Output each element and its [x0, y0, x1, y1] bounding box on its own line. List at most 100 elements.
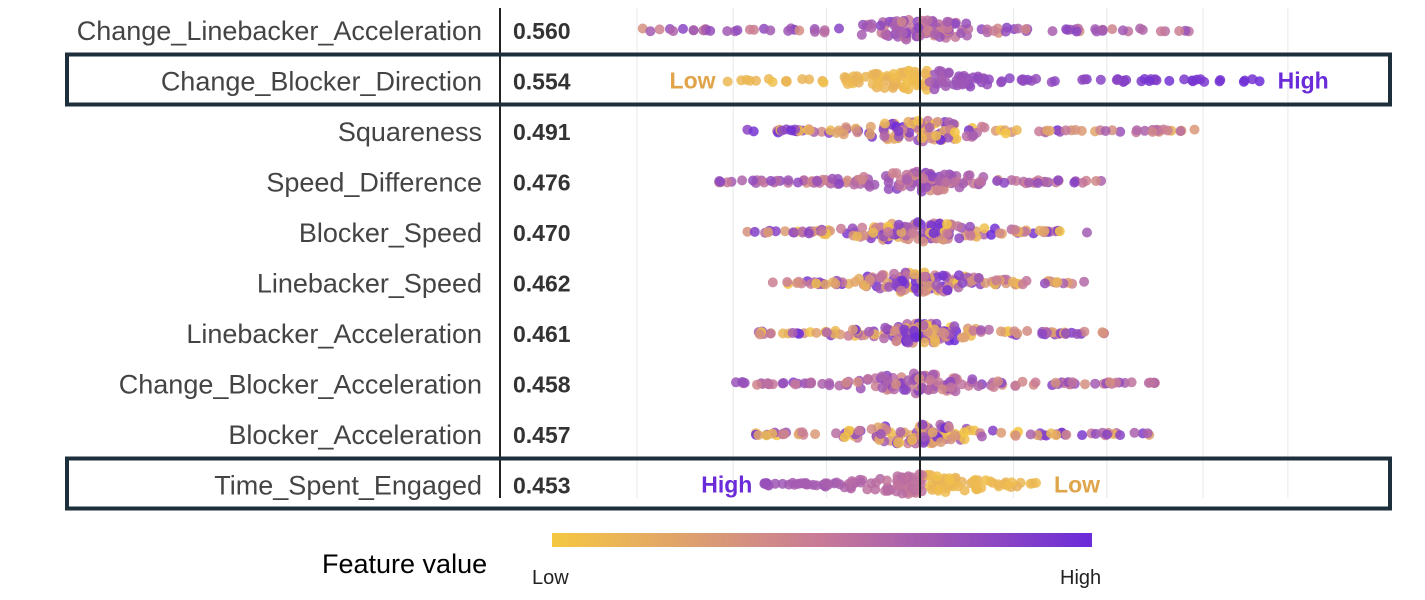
feature-name-label: Change_Blocker_Acceleration — [119, 370, 482, 400]
swarm-point — [943, 67, 954, 78]
swarm-point — [866, 424, 877, 435]
swarm-point — [732, 25, 743, 36]
swarm-point — [1053, 175, 1064, 186]
feature-importance-label: 0.554 — [513, 69, 571, 95]
swarm-point — [991, 275, 1002, 286]
swarm-point — [939, 328, 950, 339]
feature-name-label: Time_Spent_Engaged — [214, 471, 482, 501]
annotation-left-label: High — [701, 472, 752, 498]
swarm-point — [780, 76, 791, 87]
swarm-point — [1061, 429, 1072, 440]
swarm-point — [949, 321, 960, 332]
swarm-point — [811, 327, 822, 338]
feature-name-label: Blocker_Speed — [299, 218, 482, 248]
gridlines — [636, 8, 1289, 498]
swarm-point — [836, 223, 846, 234]
swarm-point — [820, 478, 831, 489]
swarm-point — [742, 226, 753, 237]
legend: Feature value Low High — [322, 533, 1101, 589]
swarm-point — [907, 435, 917, 446]
swarm-point — [958, 78, 969, 89]
swarm-point — [1017, 279, 1028, 290]
swarm-point — [1060, 125, 1071, 136]
highlight-box — [65, 456, 1392, 511]
swarm-point — [1214, 76, 1225, 87]
swarm-point — [830, 278, 841, 289]
swarm-point — [809, 26, 820, 37]
feature-name-label: Blocker_Acceleration — [228, 420, 482, 450]
swarm-point — [968, 476, 978, 487]
swarm-point — [855, 477, 866, 488]
annotation-right-label: High — [1278, 68, 1329, 94]
swarm-point — [752, 379, 762, 390]
swarm-point — [857, 222, 868, 233]
swarm-point — [770, 478, 781, 489]
swarm-point — [971, 484, 982, 495]
swarm-point — [748, 175, 758, 186]
swarm-point — [1010, 430, 1021, 441]
swarm-point — [792, 177, 803, 188]
highlight-boxes: Low High High Low — [65, 52, 1392, 511]
swarm-point — [944, 475, 955, 486]
swarm-point — [829, 328, 840, 339]
swarm-point — [1060, 328, 1071, 339]
swarm-point — [939, 169, 950, 180]
swarm-point — [875, 272, 886, 283]
swarm-point — [925, 375, 935, 386]
swarm-point — [1139, 125, 1150, 136]
swarm-point — [943, 132, 954, 143]
swarm-point — [849, 179, 860, 190]
swarm-point — [1126, 377, 1137, 388]
swarm-point — [909, 269, 920, 280]
swarm-point — [816, 226, 827, 237]
swarm-point — [827, 173, 838, 184]
swarm-point — [791, 278, 802, 288]
swarm-point — [852, 377, 863, 387]
swarm-point — [1067, 377, 1078, 388]
swarm-point — [921, 182, 932, 192]
feature-name-label: Change_Linebacker_Acceleration — [77, 16, 482, 46]
swarm-point — [790, 379, 801, 390]
swarm-point — [979, 122, 990, 133]
swarm-point — [979, 223, 990, 234]
swarm-point — [786, 125, 797, 136]
swarm-point — [847, 476, 857, 487]
swarm-point — [1050, 377, 1061, 388]
swarm-point — [880, 322, 891, 333]
swarm-point — [935, 437, 946, 448]
swarm-point — [896, 285, 907, 296]
swarm-point — [972, 73, 983, 84]
swarm-point — [810, 429, 821, 440]
swarm-point — [751, 75, 761, 86]
swarm-point — [942, 228, 952, 239]
swarm-point — [749, 24, 759, 35]
swarm-point — [741, 74, 752, 85]
swarm-point — [961, 18, 972, 29]
swarm-point — [854, 425, 865, 436]
swarm-point — [888, 69, 899, 79]
swarm-point — [902, 77, 913, 88]
swarm-point — [1079, 276, 1090, 287]
swarm-point — [890, 379, 901, 390]
swarm-point — [889, 268, 900, 279]
swarm-point — [1129, 427, 1140, 438]
swarm-point — [1030, 377, 1041, 388]
swarm-point — [797, 427, 808, 438]
swarm-point — [863, 373, 873, 384]
swarm-point — [929, 84, 940, 95]
swarm-point — [913, 217, 923, 228]
swarm-point — [1000, 128, 1011, 139]
swarm-point — [1105, 377, 1115, 388]
swarm-point — [941, 219, 952, 229]
swarm-point — [1115, 126, 1126, 137]
swarm-point — [973, 273, 984, 283]
swarm-point — [1247, 74, 1258, 85]
swarm-point — [967, 374, 978, 385]
swarm-point — [748, 126, 759, 137]
swarm-point — [793, 478, 803, 489]
swarm-point — [722, 26, 733, 37]
swarm-point — [765, 25, 776, 36]
swarm-point — [715, 176, 726, 187]
swarm-point — [996, 326, 1006, 337]
swarm-point — [817, 378, 828, 389]
